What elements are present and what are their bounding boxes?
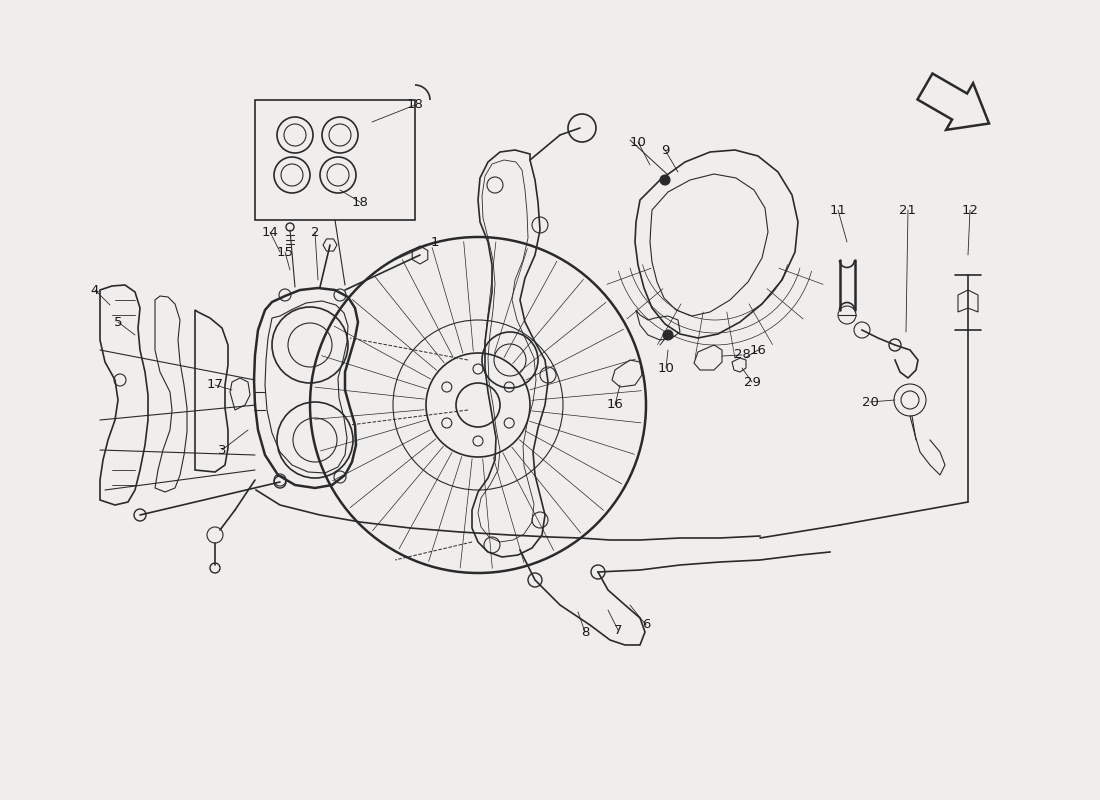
Text: 29: 29	[744, 375, 760, 389]
Text: 15: 15	[276, 246, 294, 258]
Text: 10: 10	[658, 362, 674, 374]
Text: 9: 9	[661, 143, 669, 157]
Text: 5: 5	[113, 315, 122, 329]
Text: 18: 18	[407, 98, 424, 111]
Text: 17: 17	[207, 378, 223, 391]
Text: 20: 20	[861, 395, 879, 409]
Text: 3: 3	[218, 443, 227, 457]
Text: 16: 16	[606, 398, 624, 411]
Text: 16: 16	[749, 343, 767, 357]
Text: 4: 4	[91, 283, 99, 297]
Text: 14: 14	[262, 226, 278, 238]
Text: 7: 7	[614, 623, 623, 637]
Text: 28: 28	[734, 349, 750, 362]
Circle shape	[663, 330, 673, 340]
Text: 12: 12	[961, 203, 979, 217]
Text: 10: 10	[629, 135, 647, 149]
Text: 11: 11	[829, 203, 847, 217]
Text: 6: 6	[641, 618, 650, 631]
Circle shape	[660, 175, 670, 185]
Text: 21: 21	[900, 203, 916, 217]
Text: 8: 8	[581, 626, 590, 638]
Text: 18: 18	[352, 195, 368, 209]
Text: 2: 2	[310, 226, 319, 238]
Text: 1: 1	[431, 235, 439, 249]
